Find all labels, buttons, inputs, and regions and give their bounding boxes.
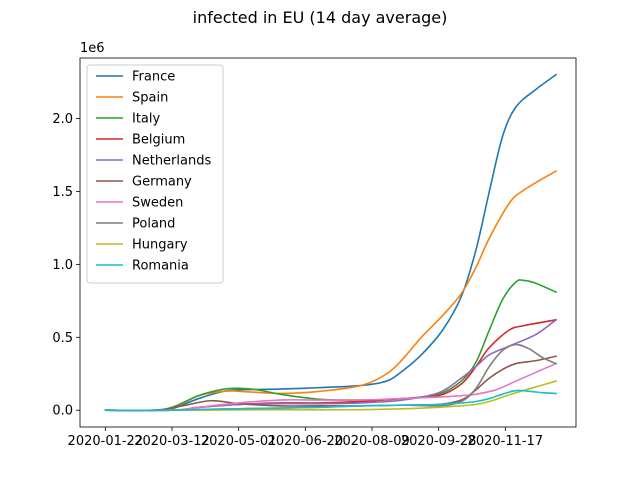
legend-label-italy: Italy: [132, 112, 161, 127]
y-offset-label: 1e6: [80, 41, 105, 56]
legend-box: [86, 64, 224, 284]
series-line-romania: [104, 389, 557, 412]
legend-label-spain: Spain: [132, 91, 168, 106]
legend-label-belgium: Belgium: [132, 133, 185, 148]
x-tick-label: 2020-01-22: [68, 434, 144, 449]
legend-label-hungary: Hungary: [132, 238, 188, 253]
legend-label-romania: Romania: [132, 259, 189, 274]
x-tick-label: 2020-09-28: [401, 434, 477, 449]
x-tick-label: 2020-03-12: [134, 434, 210, 449]
x-tick-label: 2020-06-20: [268, 434, 344, 449]
y-tick-label: 0.5: [52, 331, 73, 346]
y-tick-label: 2.0: [52, 112, 73, 127]
series-line-france: [104, 73, 558, 412]
axes-layer: 2020-01-222020-03-122020-05-012020-06-20…: [52, 57, 577, 449]
y-tick-label: 1.0: [52, 258, 73, 273]
series-layer: [104, 73, 558, 412]
series-line-hungary: [104, 380, 557, 412]
x-tick-label: 2020-11-17: [468, 434, 544, 449]
legend-label-france: France: [132, 70, 175, 85]
chart-title: infected in EU (14 day average): [193, 8, 448, 27]
legend: France Spain Italy Belgium Netherlands German…: [86, 64, 224, 284]
legend-label-netherlands: Netherlands: [132, 154, 211, 169]
legend-label-poland: Poland: [132, 217, 175, 232]
legend-label-germany: Germany: [132, 175, 192, 190]
series-line-sweden: [104, 362, 558, 412]
plot-frame: [79, 57, 577, 428]
x-tick-label: 2020-08-09: [334, 434, 410, 449]
y-tick-label: 0.0: [52, 404, 73, 419]
x-tick-label: 2020-05-01: [201, 434, 277, 449]
y-tick-label: 1.5: [52, 185, 73, 200]
legend-label-sweden: Sweden: [132, 196, 183, 211]
